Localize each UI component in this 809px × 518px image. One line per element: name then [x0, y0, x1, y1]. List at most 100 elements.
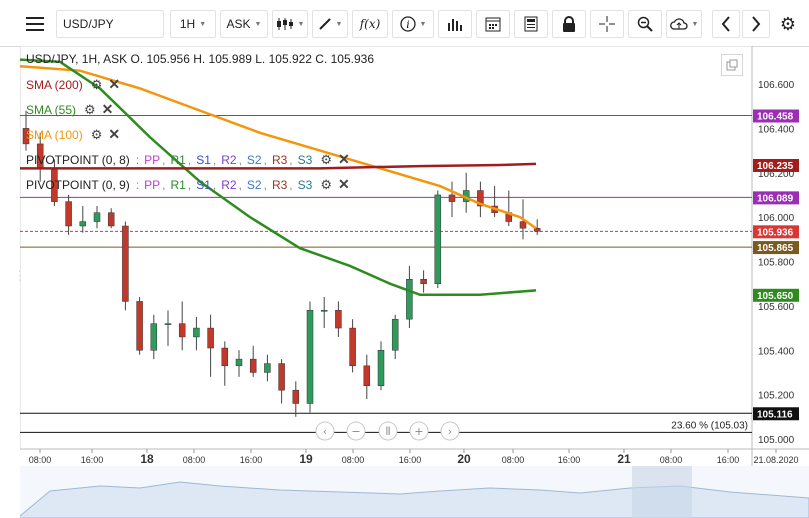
candle-body: [107, 212, 115, 227]
sma-55-line: [20, 58, 537, 297]
calculator-button[interactable]: [514, 10, 548, 38]
close-icon[interactable]: ✕: [108, 76, 121, 92]
gear-icon[interactable]: ⚙: [320, 176, 332, 192]
y-tick-label: 105.200: [758, 391, 795, 402]
indicator-label: SMA (100): [26, 127, 83, 142]
crosshair-button[interactable]: [590, 10, 624, 38]
draw-tool-button[interactable]: ▼: [312, 10, 348, 38]
x-tick-label: 21.08.2020: [753, 455, 798, 465]
lock-button[interactable]: [552, 10, 586, 38]
indicator-label: PIVOTPOINT (0, 9): [26, 177, 130, 192]
symbol-selector[interactable]: USD/JPY: [56, 10, 164, 38]
navigator-window: [632, 466, 692, 518]
x-tick-label: 08:00: [183, 455, 206, 465]
price-tag-label: 106.235: [757, 161, 794, 172]
timeframe-selector[interactable]: 1H ▼: [170, 10, 216, 38]
x-tick-label: 16:00: [240, 455, 263, 465]
pivot-pp: PP: [144, 152, 161, 167]
zoom-out-icon[interactable]: [346, 421, 366, 441]
scroll-right-icon[interactable]: [440, 421, 460, 441]
price-type-selector[interactable]: ASK ▼: [220, 10, 268, 38]
zoom-button[interactable]: [628, 10, 662, 38]
close-icon[interactable]: ✕: [337, 151, 350, 167]
menu-button[interactable]: [20, 10, 50, 38]
price-type-label: ASK: [226, 17, 251, 31]
export-chart-button[interactable]: [721, 54, 743, 76]
candle-body: [519, 221, 527, 229]
gear-icon[interactable]: ⚙: [90, 76, 103, 92]
info-icon: i: [399, 16, 416, 32]
candle-body: [391, 318, 399, 351]
indicator-label: f(x): [359, 17, 381, 31]
y-tick-label: 106.000: [758, 213, 795, 224]
indicator-button[interactable]: f(x): [352, 10, 388, 38]
scroll-back-button[interactable]: [712, 10, 740, 38]
chevron-down-icon: ▼: [254, 20, 262, 28]
reset-zoom-icon-glyph: ⦀: [386, 425, 391, 438]
price-tag-label: 105.936: [757, 227, 794, 238]
price-chart: 106.600 106.400 106.200 106.000 105.800 105.6…: [20, 46, 809, 518]
pivot-s2: S2: [246, 177, 262, 192]
close-icon[interactable]: ✕: [101, 101, 114, 117]
candle-body: [235, 358, 243, 367]
candle-body: [178, 323, 186, 338]
scroll-right-icon-glyph: ›: [448, 425, 452, 438]
info-button[interactable]: i ▼: [392, 10, 434, 38]
chart-area[interactable]: 106.600 106.400 106.200 106.000 105.800 105.6…: [20, 46, 809, 518]
chart-type-button[interactable]: ▼: [272, 10, 308, 38]
pivot-r3: R3: [271, 152, 288, 167]
lock-icon: [562, 16, 576, 32]
calendar-icon: [485, 16, 501, 32]
close-icon[interactable]: ✕: [337, 176, 350, 192]
chart-type-icon: [276, 17, 294, 31]
indicator-sma-100[interactable]: SMA (100) ⚙ ✕: [26, 126, 120, 143]
candle-body: [477, 190, 484, 207]
candle-body: [93, 212, 101, 222]
settings-button[interactable]: ⚙: [774, 10, 802, 38]
draw-icon: [318, 17, 332, 31]
zoom-icon: [637, 16, 653, 32]
scroll-forward-button[interactable]: [742, 10, 770, 38]
x-tick-label: 08:00: [342, 455, 365, 465]
price-tag: [753, 288, 799, 302]
indicator-label: PIVOTPOINT (0, 8): [26, 152, 130, 167]
indicator-pivot-9[interactable]: PIVOTPOINT (0, 9) : PP, R1, S1, R2, S2, …: [26, 176, 350, 192]
x-tick-label: 21: [617, 452, 631, 466]
pivot-r2: R2: [221, 152, 237, 167]
gear-icon[interactable]: ⚙: [84, 101, 96, 117]
candle-body: [207, 327, 214, 349]
cloud-upload-button[interactable]: ▼: [666, 10, 702, 38]
indicator-sma-55[interactable]: SMA (55) ⚙ ✕: [26, 101, 113, 118]
candle-body: [434, 194, 442, 284]
price-tag-label: 105.650: [757, 291, 794, 302]
pivot-s1: S1: [196, 177, 211, 192]
menu-icon: [26, 17, 44, 31]
indicator-pivot-8[interactable]: PIVOTPOINT (0, 8) : PP, R1, S1, R2, S2, …: [26, 151, 350, 167]
candle-body: [65, 201, 72, 227]
gear-icon[interactable]: ⚙: [320, 151, 332, 167]
x-tick-label: 20: [457, 452, 471, 466]
candle-body: [320, 310, 328, 312]
navigator-area: [20, 481, 809, 518]
pivot-r1: R1: [170, 177, 186, 192]
zoom-in-icon[interactable]: [409, 421, 429, 441]
scroll-left-icon[interactable]: [315, 421, 335, 441]
x-tick-label: 08:00: [29, 455, 52, 465]
crosshair-icon: [599, 16, 615, 32]
price-tag-label: 106.458: [757, 112, 794, 123]
indicator-sma-200[interactable]: SMA (200) ⚙ ✕: [26, 76, 120, 93]
candle-body: [221, 347, 229, 367]
calendar-button[interactable]: [476, 10, 510, 38]
candle-body: [150, 323, 158, 351]
pivot-s3: S3: [297, 152, 313, 167]
gear-icon[interactable]: ⚙: [90, 126, 103, 142]
reset-zoom-icon[interactable]: [378, 421, 398, 441]
candle-body: [420, 279, 427, 284]
candle-body: [164, 323, 172, 325]
close-icon[interactable]: ✕: [108, 126, 121, 142]
price-tag-label: 106.089: [757, 193, 794, 204]
volume-button[interactable]: [438, 10, 472, 38]
sma-200-line: [20, 162, 537, 170]
pivot-r3: R3: [271, 177, 288, 192]
y-tick-label: 106.200: [758, 169, 795, 180]
